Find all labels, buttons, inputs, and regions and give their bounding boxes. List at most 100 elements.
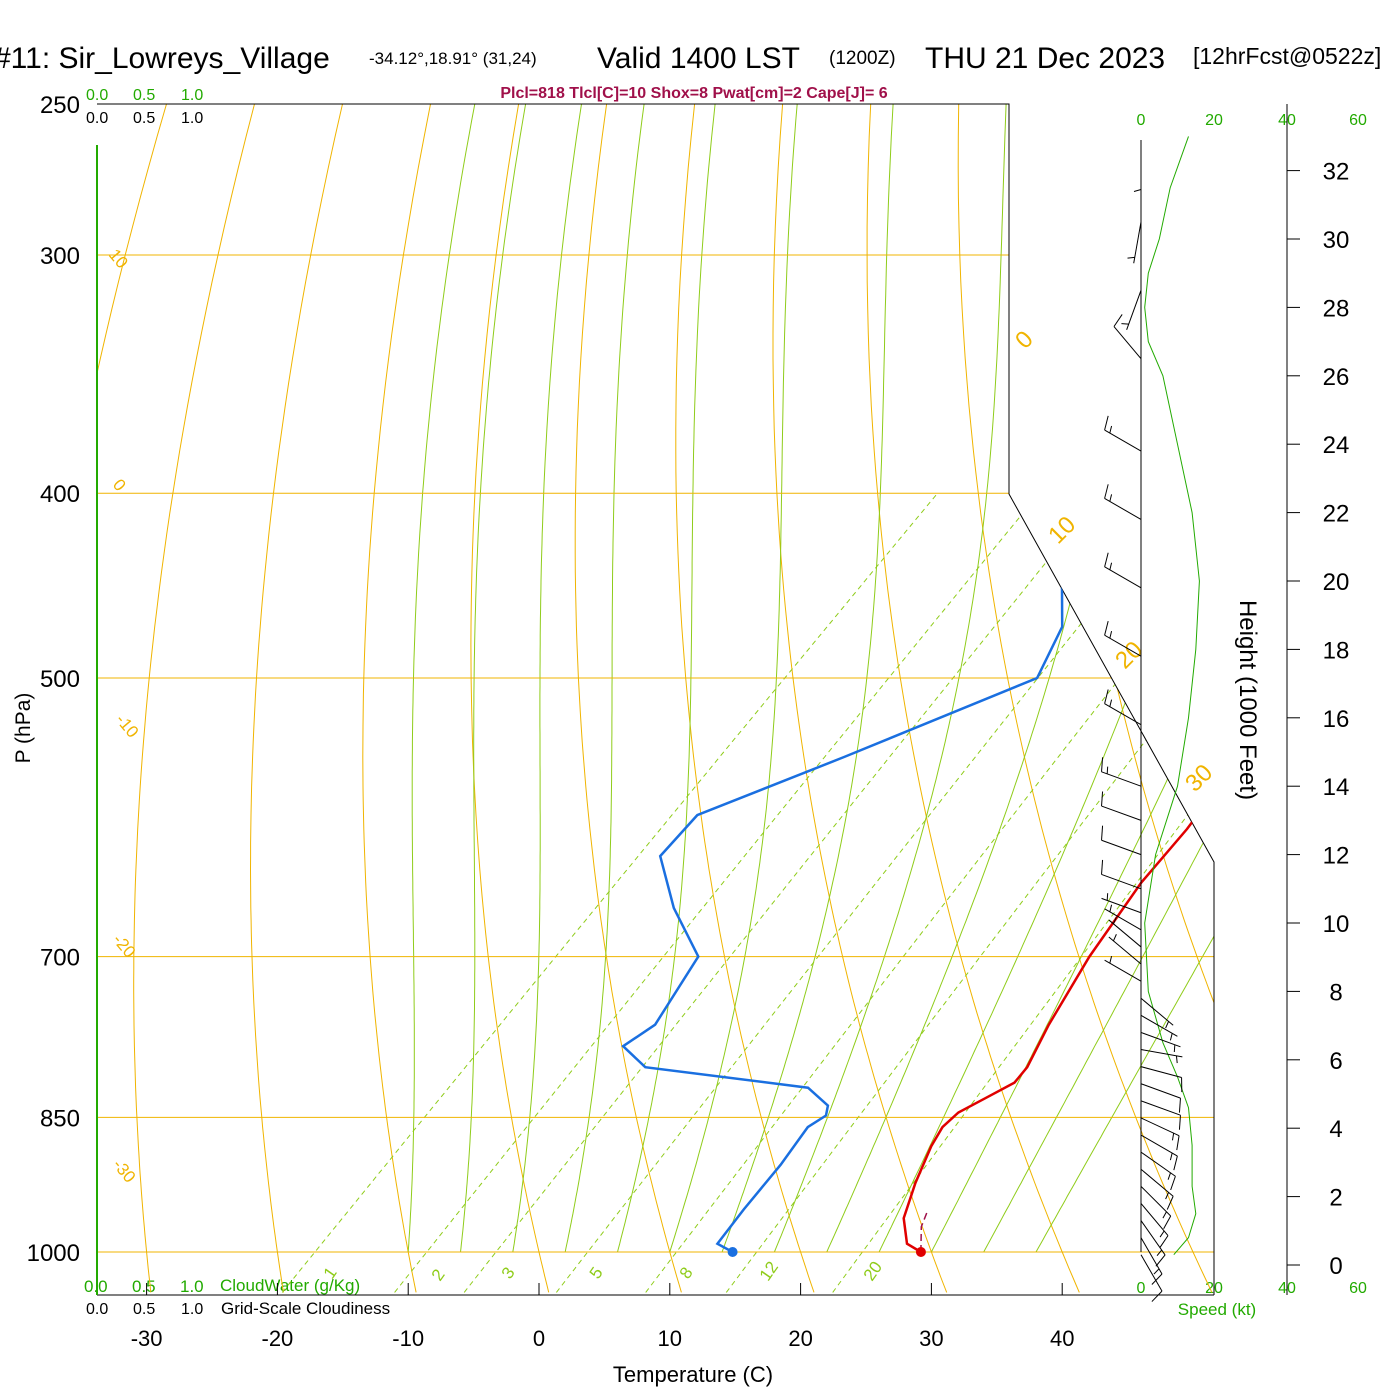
height-tick-32: 32: [1323, 159, 1350, 186]
wind-barb: [1140, 1014, 1178, 1041]
wind-barb-shaft: [1140, 1117, 1180, 1137]
wind-barb: [1140, 1203, 1169, 1248]
wind-barb-flag: [1170, 1176, 1176, 1191]
wind-barb-flag: [1155, 1254, 1166, 1267]
moist-adiabat: [773, 104, 1008, 1253]
pressure-tick-250: 250: [40, 92, 80, 119]
wind-barb-shaft: [1140, 1203, 1169, 1236]
height-tick-18: 18: [1323, 637, 1350, 664]
wind-barb-flag: [1113, 314, 1123, 327]
wind-barb-flag: [1151, 1273, 1163, 1285]
mixing-ratio-line: [832, 492, 1214, 1293]
pressure-tick-400: 400: [40, 481, 80, 508]
wind-barb-shaft: [1140, 1066, 1182, 1078]
speed-axis-label: Speed (kt): [1178, 1300, 1256, 1319]
wind-barb-shaft: [1101, 771, 1142, 787]
dry-adiabat: [866, 104, 1080, 1293]
mixing-ratio-label: 2: [428, 1266, 449, 1285]
wind-barb-half: [1109, 699, 1113, 707]
wind-barb-shaft: [1140, 1220, 1166, 1256]
wind-barb: [1140, 1151, 1176, 1191]
wind-barb-half: [1171, 1133, 1175, 1141]
wind-speed-profile: [1144, 136, 1200, 1256]
wind-barb: [1108, 916, 1142, 948]
wind-barb: [1140, 1083, 1181, 1113]
dry-adiabat: [249, 104, 351, 1293]
dry-adiabat: [1046, 104, 1214, 1293]
height-tick-8: 8: [1329, 979, 1342, 1006]
temp-tick-40: 40: [1050, 1326, 1074, 1351]
wind-barb-half: [1173, 1044, 1176, 1053]
mixing-ratio-label: 12: [756, 1258, 782, 1284]
wind-barb-half: [1109, 494, 1113, 502]
wind-barb-shaft: [1104, 498, 1142, 520]
wind-barb-shaft: [1140, 1237, 1163, 1275]
wind-barb: [1140, 1100, 1181, 1130]
moist-adiabat-label: 30: [1180, 759, 1218, 797]
cloud-top-green-1: 0.5: [133, 87, 155, 104]
valid-date: THU 21 Dec 2023: [925, 42, 1165, 75]
indices-line: Plcl=818 Tlcl[C]=10 Shox=8 Pwat[cm]=2 Ca…: [500, 85, 887, 102]
wind-barb-half: [1106, 893, 1109, 901]
wind-barb-shaft: [1140, 1134, 1178, 1157]
wind-barb-shaft: [1113, 326, 1142, 360]
temp-tick-10: 10: [658, 1326, 682, 1351]
wind-barb: [1133, 153, 1142, 196]
wind-barb-flag: [1104, 552, 1109, 567]
cloud-bot-black-1: 0.5: [133, 1301, 155, 1318]
wind-barb: [1104, 552, 1142, 589]
dry-adiabat-label: 0: [109, 475, 130, 494]
cloud-top-black-2: 1.0: [181, 110, 203, 127]
pressure-tick-700: 700: [40, 945, 80, 972]
wind-barb-shaft: [1140, 1100, 1181, 1116]
moist-adiabat-label: 0: [1010, 326, 1039, 355]
dry-adiabat: [574, 104, 682, 1293]
wind-barb-half: [1162, 1211, 1167, 1219]
wind-barb-shaft: [1104, 429, 1142, 452]
forecast-label: [12hrFcst@0522z]: [1193, 43, 1381, 69]
valid-utc: (1200Z): [829, 48, 896, 69]
height-tick-6: 6: [1329, 1048, 1342, 1075]
wind-barb: [1140, 1237, 1163, 1285]
plot-frame: [96, 103, 1215, 1296]
temp-tick-30: 30: [919, 1326, 943, 1351]
dry-adiabat: [772, 104, 948, 1293]
cloud-scale-bottom: 0.0 0.5 1.0 CloudWater (g/Kg) 0.0 0.5 1.…: [84, 1276, 390, 1318]
moist-adiabat: [721, 104, 896, 1253]
wind-barb-shaft: [1140, 1168, 1174, 1197]
wind-barb: [1104, 689, 1142, 726]
wind-barb: [1140, 1254, 1163, 1302]
x-axis-title: Temperature (C): [613, 1362, 773, 1387]
height-tick-20: 20: [1323, 569, 1350, 596]
wind-barb-shaft: [1140, 1031, 1181, 1048]
height-tick-24: 24: [1323, 432, 1350, 459]
wind-barb: [1101, 893, 1142, 914]
pressure-tick-850: 850: [40, 1105, 80, 1132]
dry-adiabat: [97, 104, 177, 1293]
wind-barb-flag: [1159, 1235, 1169, 1248]
moist-adiabat: [1035, 104, 1214, 1253]
height-axis-title: Height (1000 Feet): [1234, 600, 1261, 800]
moist-adiabat-label: 10: [1043, 511, 1081, 549]
temp-tick--10: -10: [392, 1326, 424, 1351]
cloud-scale-top: 0.0 0.5 1.0 0.0 0.5 1.0: [86, 87, 203, 127]
dry-adiabat: [675, 104, 815, 1293]
cloud-top-green-2: 1.0: [181, 87, 203, 104]
wind-barb: [1140, 1134, 1178, 1171]
moist-adiabat: [669, 104, 801, 1253]
cloud-bot-green-0: 0.0: [84, 1277, 108, 1296]
wind-barb-half: [1112, 934, 1117, 942]
speed-top-60: 60: [1349, 112, 1367, 129]
wind-barb-flag: [1101, 825, 1104, 841]
wind-barb-flag: [1178, 1115, 1181, 1130]
frame-outline: [97, 103, 1215, 1295]
wind-barb-shaft: [1140, 1185, 1172, 1217]
dry-adiabat-label: 10: [105, 245, 132, 272]
wind-barb-half: [1106, 766, 1109, 774]
wind-barb-half: [1109, 562, 1113, 570]
wind-barb-shaft: [1108, 936, 1142, 965]
dry-adiabat: [1395, 70, 1400, 1292]
wind-barb-half: [1156, 1249, 1163, 1256]
wind-barb-flag: [1101, 757, 1104, 772]
